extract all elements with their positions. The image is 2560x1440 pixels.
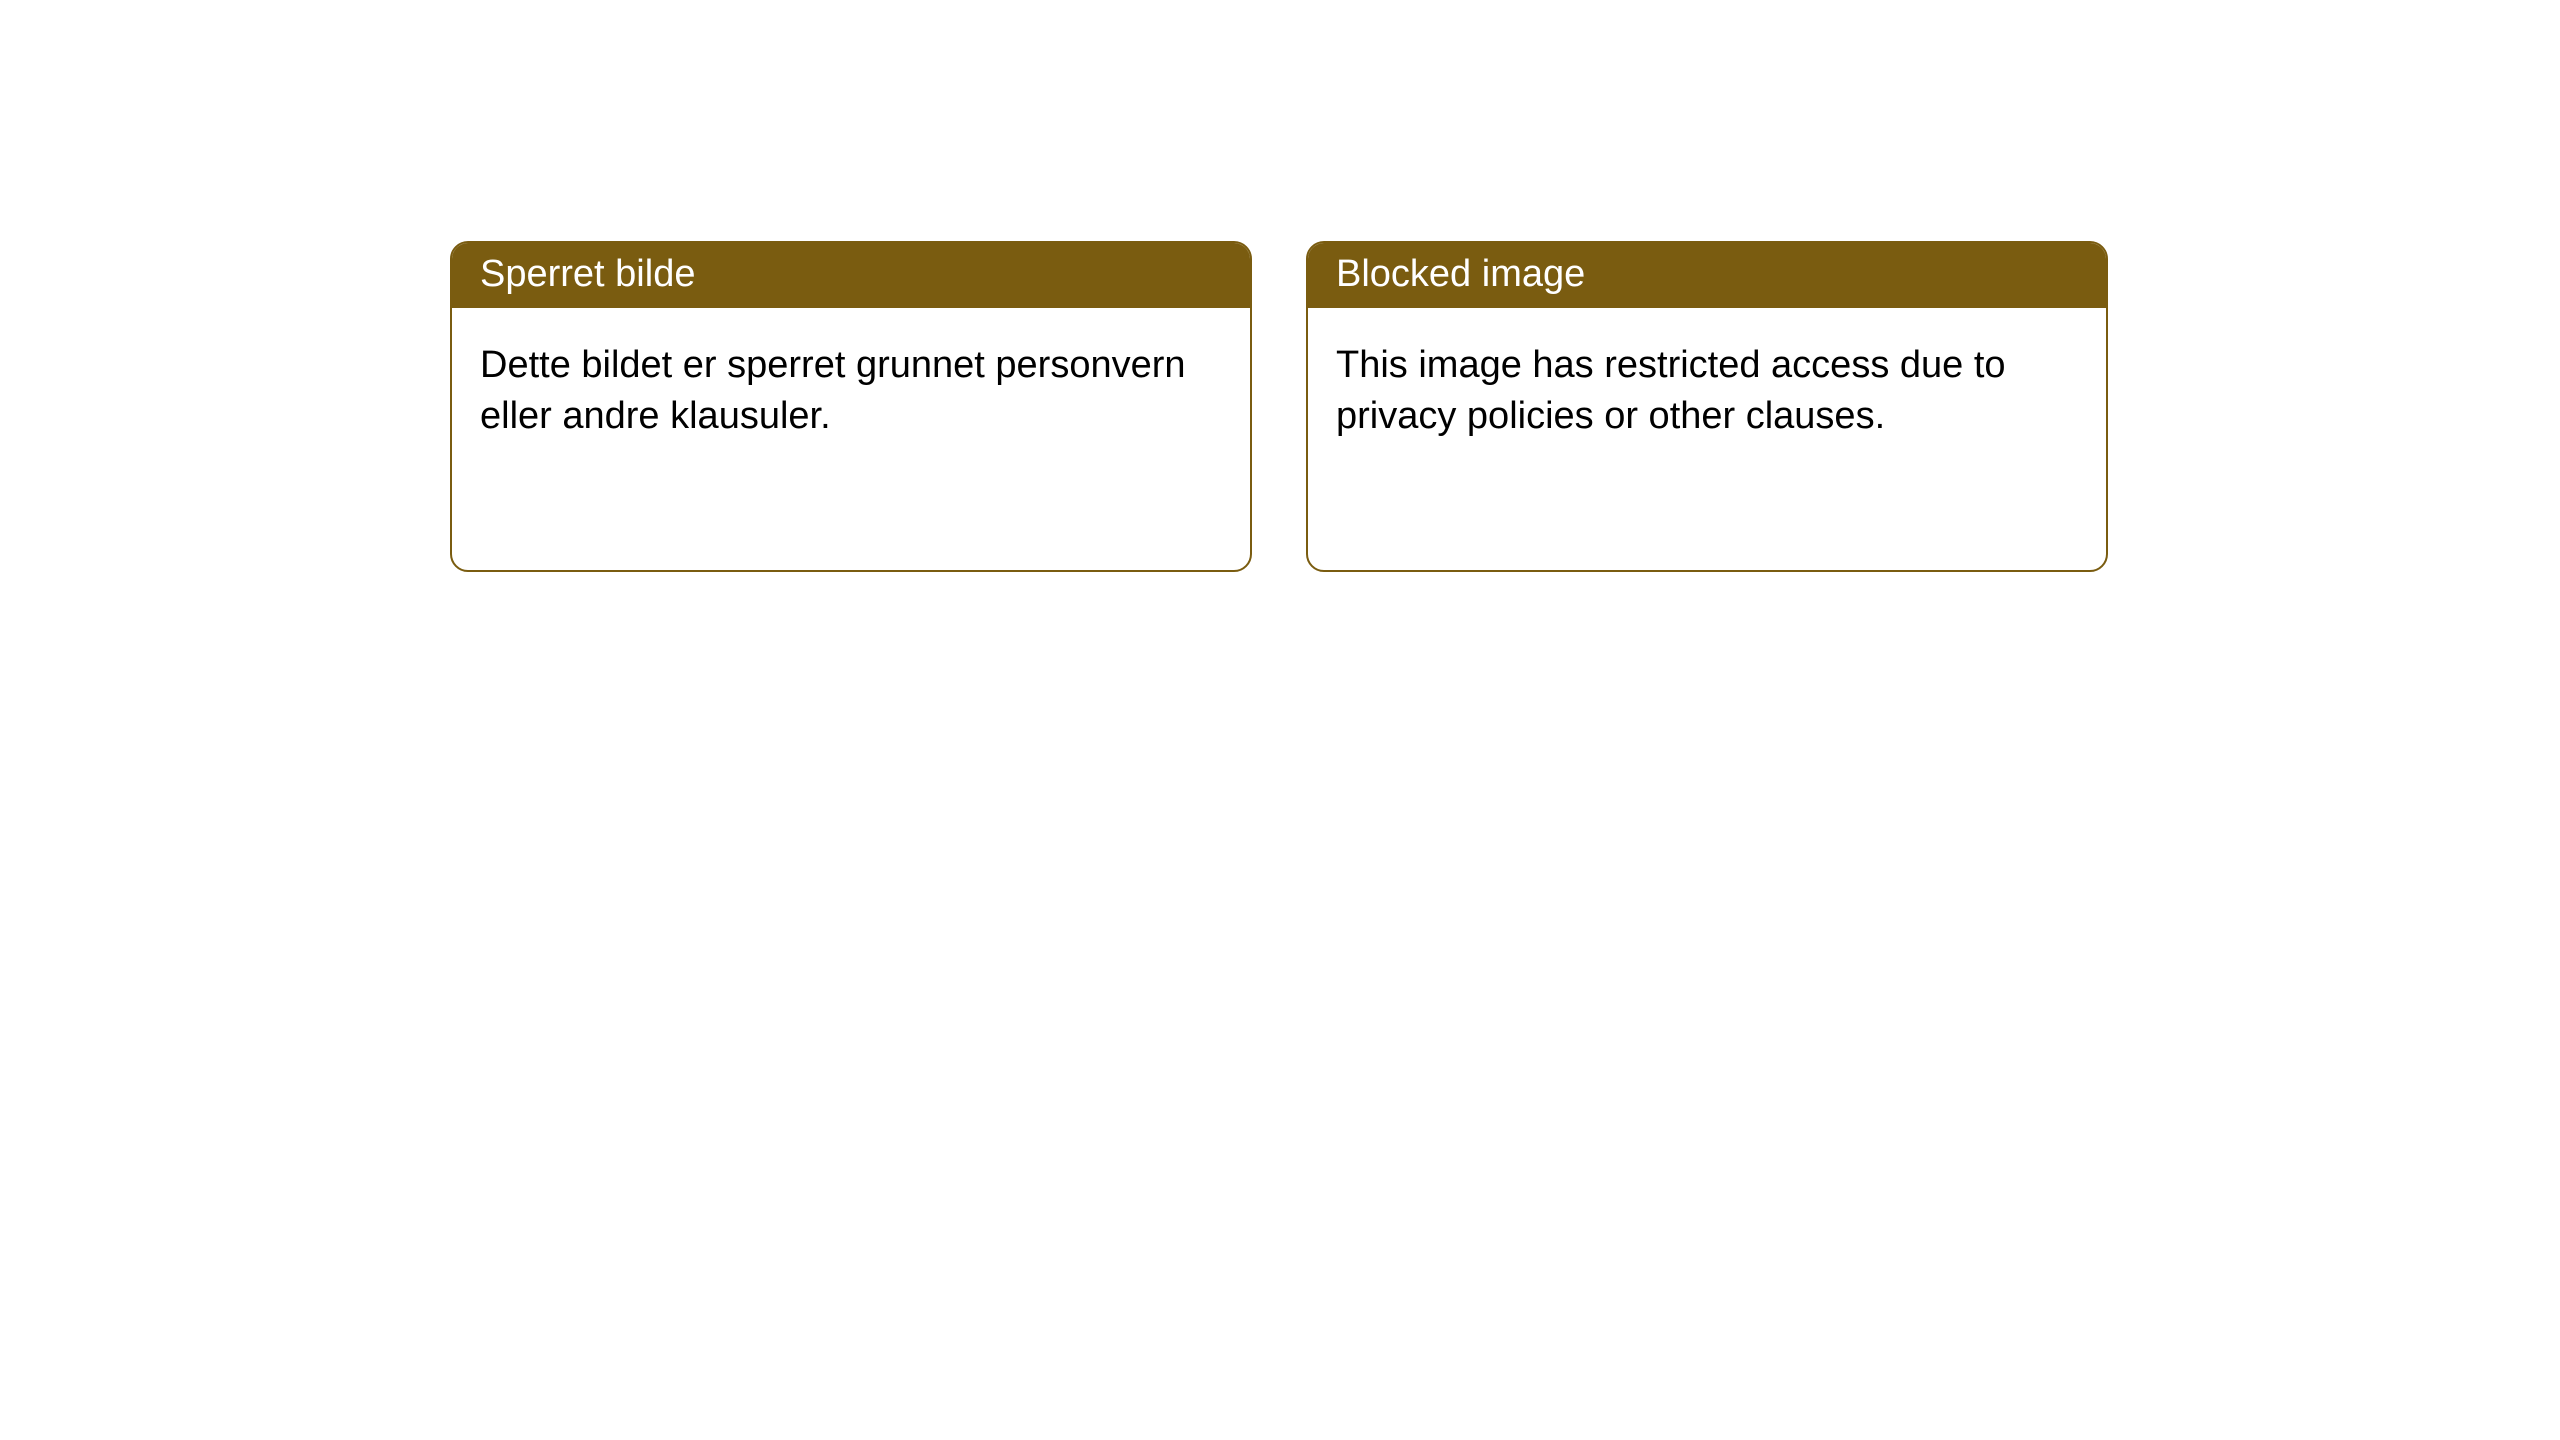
notice-title: Sperret bilde bbox=[480, 253, 695, 295]
notice-message: This image has restricted access due to … bbox=[1336, 344, 2006, 437]
notice-card-norwegian: Sperret bilde Dette bildet er sperret gr… bbox=[450, 241, 1252, 572]
notice-body: Dette bildet er sperret grunnet personve… bbox=[452, 308, 1250, 475]
notice-header: Sperret bilde bbox=[452, 243, 1250, 308]
notice-card-english: Blocked image This image has restricted … bbox=[1306, 241, 2108, 572]
notice-title: Blocked image bbox=[1336, 253, 1585, 295]
notice-body: This image has restricted access due to … bbox=[1308, 308, 2106, 475]
notice-message: Dette bildet er sperret grunnet personve… bbox=[480, 344, 1186, 437]
notice-container: Sperret bilde Dette bildet er sperret gr… bbox=[450, 241, 2108, 572]
notice-header: Blocked image bbox=[1308, 243, 2106, 308]
